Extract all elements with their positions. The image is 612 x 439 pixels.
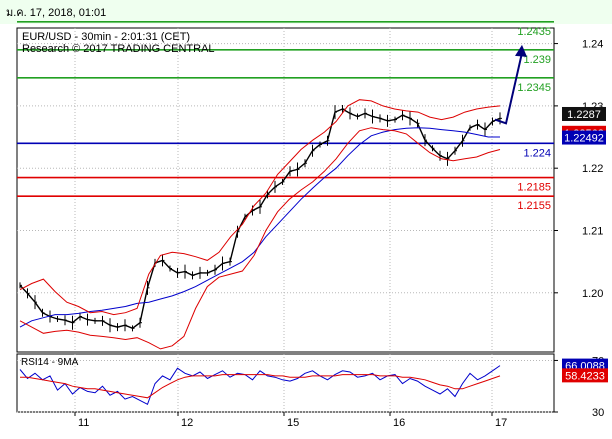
x-axis: 11 12 15 16 17 [74,412,507,429]
level-label-support: 1.2155 [517,200,551,212]
series-rsi [19,365,501,406]
level-label-support: 1.2185 [517,182,551,194]
header-timestamp: ม.ค. 17, 2018, 01:01 [6,7,106,19]
forecast-arrow [494,44,527,125]
price-levels: 1.2435 1.239 1.2345 1.224 1.2185 1.2155 [17,20,554,212]
price-series [19,99,502,350]
price-y-tick-label: 1.24 [582,39,603,51]
price-badge-box [562,130,606,145]
series-rsi-ma [20,374,501,399]
price-y-tick-label: 1.22 [582,163,603,175]
rsi-ma-badge [562,368,608,383]
chart-subtitle: Research © 2017 TRADING CENTRAL [22,43,215,55]
series-bollinger-upper [19,99,501,316]
level-label-pivot: 1.224 [523,147,551,159]
x-tick-label: 15 [287,417,299,429]
chart-title: EUR/USD - 30min - 2:01:31 (CET) [22,31,190,43]
x-tick-label: 17 [495,417,507,429]
price-y-tick-label: 1.20 [582,288,603,300]
level-label-resistance: 1.239 [523,54,551,66]
price-badge-label: 1.2287 [567,109,601,121]
forecast-arrow-head [515,44,527,57]
level-label-resistance: 1.2345 [517,82,551,94]
level-label-resistance: 1.2435 [517,26,551,38]
price-grid [17,28,554,352]
rsi-series [19,365,501,406]
rsi-grid [17,354,554,413]
price-badge-box [562,106,606,121]
header-bar [0,0,612,24]
price-y-axis: 1.241.231.221.211.20 [554,39,603,300]
rsi-y-tick-label: 30 [592,407,604,419]
price-y-tick-label: 1.21 [582,226,603,238]
rsi-title: RSI14 - 9MA [21,357,79,368]
series-bollinger-lower [19,127,501,350]
x-tick-label: 12 [181,417,193,429]
price-badge-label: 1.22492 [564,133,604,145]
price-panel [16,27,555,353]
series-moving-average [19,127,500,328]
rsi-ma-label: 58.4233 [565,370,605,382]
rsi-panel [16,353,555,413]
x-tick-label: 16 [393,417,405,429]
forecast-arrow-line [494,52,523,125]
x-tick-label: 11 [78,417,89,429]
